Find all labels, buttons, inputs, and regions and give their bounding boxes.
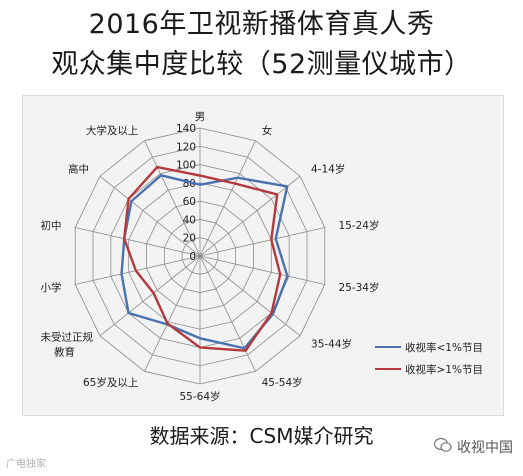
legend-item-lt1: 收视率<1%节目 [375,336,483,358]
radar-chart: 020406080100120140男女4-14岁15-24岁25-34岁35-… [40,111,379,403]
tick-label-0: 0 [189,251,196,263]
category-label-9-b: 教育 [54,345,75,358]
data-source: 数据来源：CSM媒介研究 [149,424,374,448]
series-line-1 [123,165,282,352]
legend-label-lt1: 收视率<1%节目 [405,341,483,354]
category-label-13: 大学及以上 [86,124,139,137]
chart-title-line2: 观众集中度比较（52测量仪城市） [51,49,472,80]
chart-legend: 收视率<1%节目 收视率>1%节目 [375,336,483,380]
category-label-6: 45-54岁 [262,376,303,389]
grid-spoke-11 [75,227,201,257]
watermark-left: 广电独家 [6,459,46,470]
grid-spoke-4 [199,255,325,285]
tick-label-140: 140 [176,123,196,135]
category-label-10: 小学 [41,281,62,294]
watermark-right-text: 收视中国 [457,440,513,456]
watermark-right: 收视中国 [433,437,513,457]
category-label-3: 15-24岁 [338,219,379,232]
category-label-9-a: 未受过正规 [40,330,93,343]
legend-label-gt1: 收视率>1%节目 [405,363,483,376]
grid-spoke-13 [144,140,201,257]
grid-spoke-10 [75,255,201,285]
category-label-11: 初中 [41,219,62,232]
category-label-8: 65岁及以上 [83,376,138,389]
category-label-0: 男 [195,111,206,123]
legend-item-gt1: 收视率>1%节目 [375,358,483,380]
category-label-7: 55-64岁 [179,390,220,403]
grid-spoke-12 [99,175,201,257]
tick-label-20: 20 [183,233,196,245]
category-label-2: 4-14岁 [311,163,345,176]
category-label-12: 高中 [68,163,89,176]
chat-bubble-icon [433,437,452,457]
grid-spoke-8 [144,255,201,372]
chart-panel: 0 20 40 60 80 100 120 140 男女 4-14岁 15-24岁 25-34岁 35-… [22,95,504,416]
legend-swatch-gt1 [375,368,401,370]
tick-label-100: 100 [176,160,196,172]
chart-title-line1: 2016年卫视新播体育真人秀 [88,9,435,40]
grid-spoke-9 [99,255,201,337]
category-label-1: 女 [262,124,273,137]
tick-label-40: 40 [183,214,196,226]
category-label-4: 25-34岁 [338,281,379,294]
grid-spoke-2 [199,175,301,257]
tick-label-60: 60 [183,196,196,208]
grid-spoke-6 [199,255,256,372]
legend-swatch-lt1 [375,346,401,348]
category-label-5: 35-44岁 [311,337,352,350]
tick-label-120: 120 [176,141,196,153]
grid-spoke-3 [199,227,325,257]
grid-spoke-1 [199,140,256,257]
grid-spoke-5 [199,255,301,337]
